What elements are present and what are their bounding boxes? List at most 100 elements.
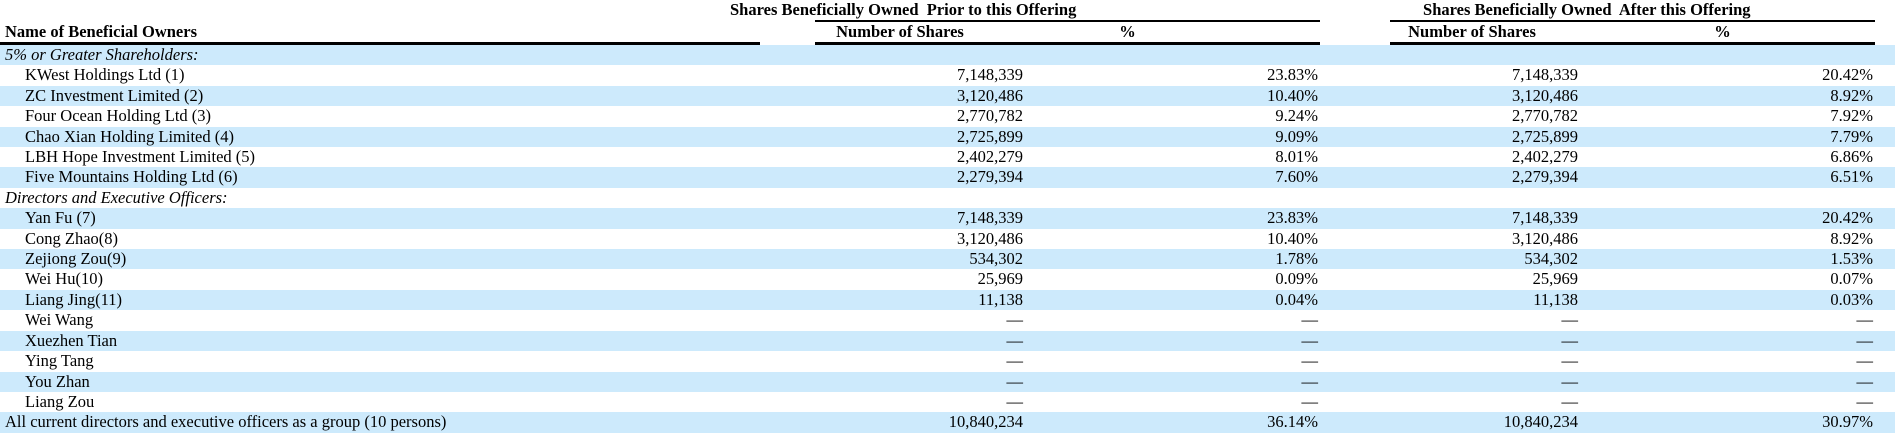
owner-name-cell: Liang Jing(11) xyxy=(0,289,760,311)
spacer-cell xyxy=(1320,65,1390,85)
spacer-cell xyxy=(760,289,815,311)
spacer-cell xyxy=(1875,65,1895,85)
prior-percent-cell: — xyxy=(1025,330,1321,352)
prior-percent-cell: — xyxy=(1301,351,1319,371)
spacer-cell xyxy=(1320,289,1391,311)
prior-shares-cell: 2,402,279 xyxy=(957,147,1023,167)
spacer-cell xyxy=(1320,106,1390,126)
prior-shares-cell: 7,148,339 xyxy=(957,65,1023,85)
spacer-cell xyxy=(760,45,815,66)
prior-percent-cell xyxy=(1025,45,1321,66)
prior-shares-cell xyxy=(815,188,1025,208)
spacer-cell xyxy=(1320,188,1390,208)
spacer-cell xyxy=(1320,126,1391,148)
spacer-cell xyxy=(1875,229,1895,249)
prior-shares-cell: — xyxy=(1006,391,1024,411)
prior-percent-cell: 36.14% xyxy=(1025,412,1321,433)
prior-percent-cell: 1.78% xyxy=(1025,249,1321,270)
spacer-cell xyxy=(1320,0,1390,22)
prior-percent-cell: — xyxy=(1301,391,1319,411)
after-shares-cell: 7,148,339 xyxy=(1390,208,1581,229)
prior-percent-cell: 7.60% xyxy=(1025,167,1321,188)
prior-percent-cell: 10.40% xyxy=(1025,85,1321,107)
after-percent-cell: 7.92% xyxy=(1830,106,1874,126)
after-shares-cell: 2,402,279 xyxy=(1512,147,1579,167)
prior-shares-cell: 534,302 xyxy=(815,249,1025,270)
after-shares-cell: — xyxy=(1561,351,1579,371)
owner-name-cell: 5% or Greater Shareholders: xyxy=(0,45,760,66)
table-row: Ying Tang — — — — xyxy=(0,351,1895,371)
column-header-row: Name of Beneficial Owners Number of Shar… xyxy=(0,22,1895,45)
owner-name-cell: Wei Hu(10) xyxy=(25,269,103,289)
prior-shares-cell: — xyxy=(815,330,1025,352)
after-percent-cell: — xyxy=(1580,330,1876,352)
spacer-cell xyxy=(760,22,815,45)
spacer-cell xyxy=(1875,126,1895,148)
after-percent-cell: 8.92% xyxy=(1830,228,1874,248)
prior-shares-column-header: Number of Shares xyxy=(815,22,1025,45)
table-row: Wei Hu(10) 25,969 0.09% 25,969 0.07% xyxy=(0,269,1895,289)
spacer-cell xyxy=(760,208,815,229)
prior-shares-cell: 2,770,782 xyxy=(957,106,1023,126)
after-shares-cell: 11,138 xyxy=(1390,289,1581,311)
after-shares-cell: 2,770,782 xyxy=(1512,106,1579,126)
after-shares-cell: 2,279,394 xyxy=(1390,167,1581,188)
prior-percent-column-header: % xyxy=(1025,22,1321,45)
prior-percent-cell xyxy=(1025,188,1320,208)
spacer-cell xyxy=(760,85,815,107)
after-offering-group-header: Shares Beneficially Owned After this Off… xyxy=(1390,0,1876,22)
spacer-cell xyxy=(1320,392,1390,412)
spacer-cell xyxy=(1320,85,1391,107)
spacer-cell xyxy=(1320,371,1391,392)
owner-name-cell: Xuezhen Tian xyxy=(0,330,760,352)
owner-name-cell: Liang Zou xyxy=(25,391,95,411)
after-shares-column-header: Number of Shares xyxy=(1390,22,1581,45)
spacer-cell xyxy=(1875,188,1895,208)
spacer-cell xyxy=(1875,167,1895,188)
prior-percent-cell: 9.09% xyxy=(1025,126,1321,148)
table-row: Directors and Executive Officers: xyxy=(0,188,1895,208)
prior-shares-cell xyxy=(815,45,1025,66)
spacer-cell xyxy=(760,106,815,126)
after-percent-cell: 0.07% xyxy=(1830,269,1874,289)
spacer-cell xyxy=(1320,208,1391,229)
owner-name-cell: KWest Holdings Ltd (1) xyxy=(25,65,185,85)
spacer-cell xyxy=(1875,392,1895,412)
after-percent-cell: 6.86% xyxy=(1830,147,1874,167)
after-shares-cell: — xyxy=(1390,371,1581,392)
spacer-cell xyxy=(1875,85,1895,107)
table-row: Cong Zhao(8) 3,120,486 10.40% 3,120,486 8.92… xyxy=(0,229,1895,249)
after-percent-cell: — xyxy=(1856,391,1874,411)
spacer-cell xyxy=(760,188,815,208)
prior-percent-cell: 10.40% xyxy=(1267,228,1319,248)
spacer-cell xyxy=(760,167,815,188)
spacer-cell xyxy=(1320,167,1391,188)
spacer-cell xyxy=(1320,310,1390,330)
table-row: Zejiong Zou(9) 534,302 1.78% 534,302 1.53% xyxy=(0,249,1895,270)
owner-name-cell: Chao Xian Holding Limited (4) xyxy=(0,126,760,148)
after-percent-cell xyxy=(1580,45,1876,66)
prior-offering-group-header: Shares Beneficially Owned Prior to this … xyxy=(730,0,1321,22)
after-percent-cell: 8.92% xyxy=(1580,85,1876,107)
prior-shares-cell: 11,138 xyxy=(815,289,1025,311)
spacer-cell xyxy=(760,126,815,148)
spacer-cell xyxy=(1320,22,1390,45)
after-shares-cell: 3,120,486 xyxy=(1390,85,1581,107)
after-shares-cell xyxy=(1390,188,1580,208)
spacer-cell xyxy=(1320,269,1390,289)
spacer-cell xyxy=(1320,249,1391,270)
owner-name-cell: Yan Fu (7) xyxy=(0,208,760,229)
prior-percent-cell: 8.01% xyxy=(1275,147,1319,167)
spacer-cell xyxy=(1875,147,1895,167)
spacer-cell xyxy=(760,65,815,85)
owner-name-cell: Cong Zhao(8) xyxy=(25,228,119,248)
owner-name-cell: You Zhan xyxy=(0,371,760,392)
after-percent-cell: 1.53% xyxy=(1580,249,1876,270)
owner-name-cell: Four Ocean Holding Ltd (3) xyxy=(25,106,212,126)
after-percent-cell: 30.97% xyxy=(1580,412,1876,433)
after-shares-cell: — xyxy=(1390,330,1581,352)
after-shares-cell: 7,148,339 xyxy=(1512,65,1579,85)
prior-percent-cell: 0.04% xyxy=(1025,289,1321,311)
after-percent-column-header: % xyxy=(1580,22,1876,45)
